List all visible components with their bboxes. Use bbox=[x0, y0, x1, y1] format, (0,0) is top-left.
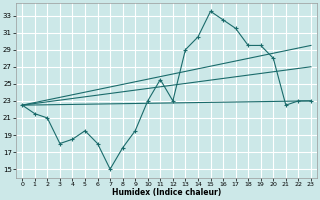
X-axis label: Humidex (Indice chaleur): Humidex (Indice chaleur) bbox=[112, 188, 221, 197]
